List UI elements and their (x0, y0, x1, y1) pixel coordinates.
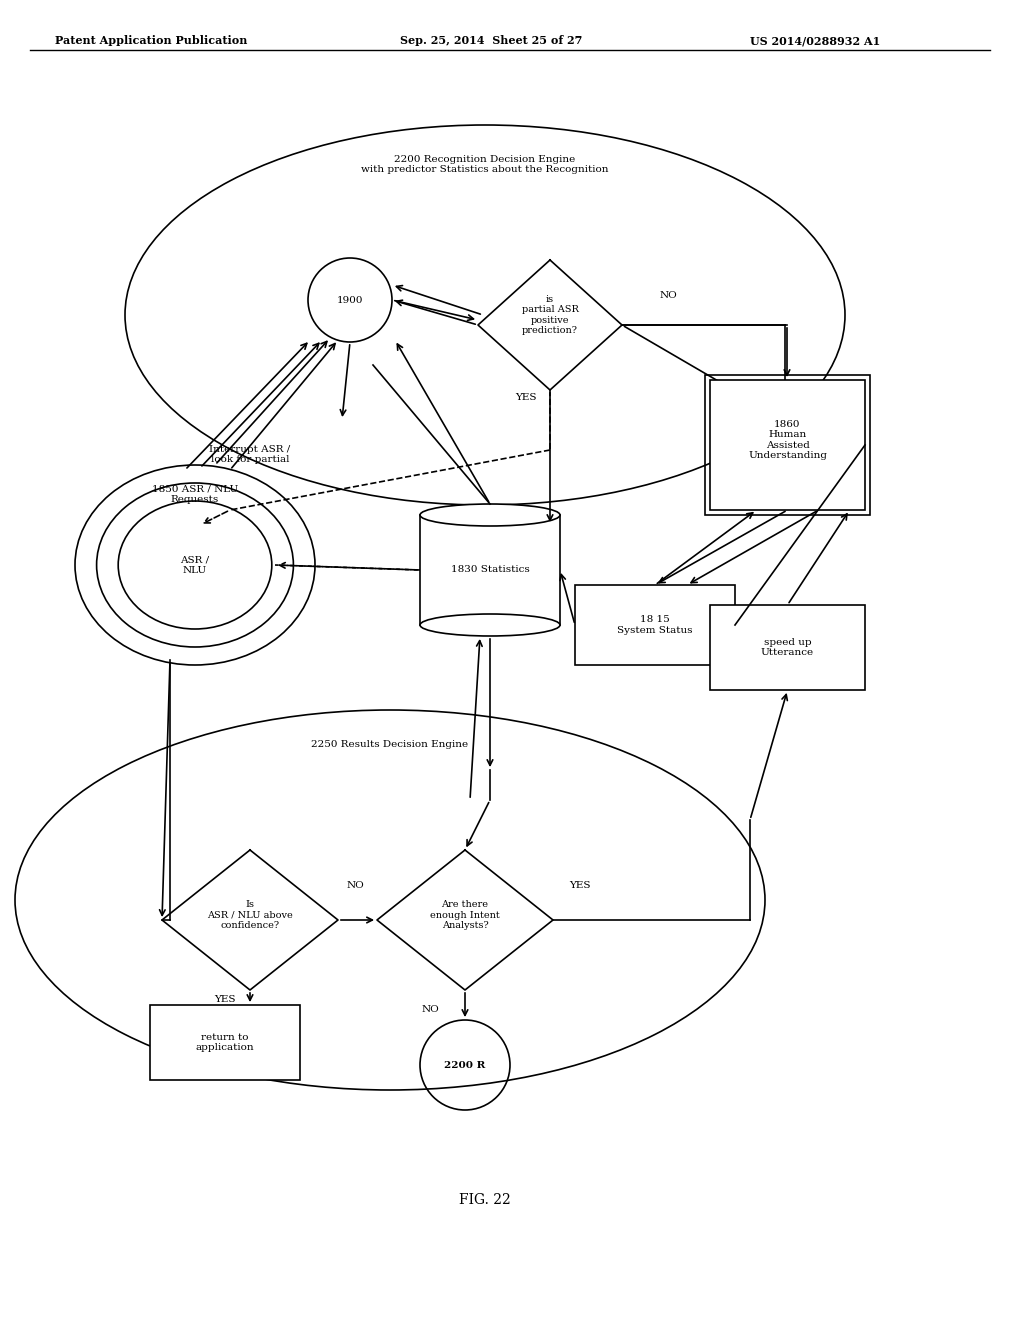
Text: YES: YES (569, 880, 591, 890)
FancyBboxPatch shape (420, 515, 560, 624)
Text: NO: NO (421, 1006, 439, 1015)
Text: NO: NO (346, 880, 364, 890)
FancyBboxPatch shape (710, 605, 865, 690)
FancyBboxPatch shape (150, 1005, 300, 1080)
Text: 18 15
System Status: 18 15 System Status (617, 615, 693, 635)
Ellipse shape (420, 614, 560, 636)
Text: Patent Application Publication: Patent Application Publication (55, 36, 248, 46)
Text: 2200 Recognition Decision Engine
with predictor Statistics about the Recognition: 2200 Recognition Decision Engine with pr… (361, 154, 608, 174)
Text: ASR /
NLU: ASR / NLU (180, 556, 210, 574)
Text: 1850 ASR / NLU
Requests: 1850 ASR / NLU Requests (152, 484, 239, 504)
Text: Is
ASR / NLU above
confidence?: Is ASR / NLU above confidence? (207, 900, 293, 929)
Text: Are there
enough Intent
Analysts?: Are there enough Intent Analysts? (430, 900, 500, 929)
Text: 2250 Results Decision Engine: 2250 Results Decision Engine (311, 741, 469, 748)
Text: YES: YES (214, 995, 236, 1005)
FancyBboxPatch shape (575, 585, 735, 665)
FancyBboxPatch shape (710, 380, 865, 510)
Text: US 2014/0288932 A1: US 2014/0288932 A1 (750, 36, 881, 46)
Ellipse shape (420, 504, 560, 525)
Text: is
partial ASR
positive
prediction?: is partial ASR positive prediction? (521, 294, 579, 335)
Text: 2200 R: 2200 R (444, 1060, 485, 1069)
Text: 1830 Statistics: 1830 Statistics (451, 565, 529, 574)
Text: return to
application: return to application (196, 1032, 254, 1052)
Text: Sep. 25, 2014  Sheet 25 of 27: Sep. 25, 2014 Sheet 25 of 27 (400, 36, 583, 46)
Text: speed up
Utterance: speed up Utterance (761, 638, 814, 657)
Text: NO: NO (660, 290, 678, 300)
Text: FIG. 22: FIG. 22 (459, 1193, 511, 1206)
Text: 1860
Human
Assisted
Understanding: 1860 Human Assisted Understanding (748, 420, 827, 461)
Text: YES: YES (515, 393, 537, 403)
Text: 1900: 1900 (337, 296, 364, 305)
Text: Interrupt ASR /
look for partial: Interrupt ASR / look for partial (209, 445, 291, 465)
